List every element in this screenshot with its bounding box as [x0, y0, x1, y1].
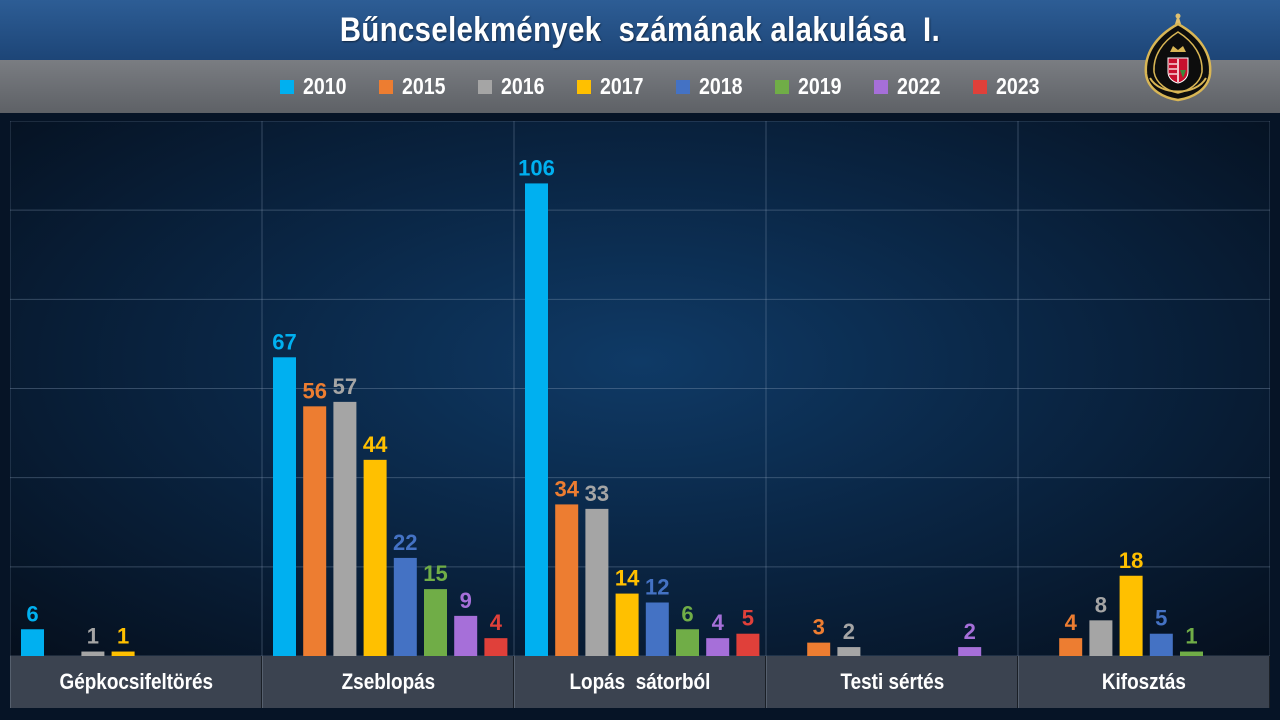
legend-bar: 2010 2015 2016 2017 2018 2019 2022 2023 — [0, 60, 1280, 113]
bar — [363, 459, 387, 656]
data-label: 1 — [1185, 624, 1197, 649]
bar — [706, 638, 730, 656]
data-label: 44 — [363, 432, 388, 457]
data-label: 5 — [742, 606, 754, 631]
legend-item-2019: 2019 — [775, 73, 854, 100]
data-label: 33 — [585, 481, 609, 506]
category-label: Lopás sátorból — [569, 669, 711, 694]
data-label: 9 — [460, 588, 472, 613]
legend-label-2019: 2019 — [798, 73, 842, 99]
legend-item-2022: 2022 — [874, 73, 953, 100]
legend-swatch-2010 — [280, 79, 294, 94]
data-label: 4 — [490, 610, 503, 635]
legend-label-2022: 2022 — [897, 73, 941, 99]
data-label: 5 — [1155, 606, 1167, 631]
data-label: 14 — [615, 566, 640, 591]
data-label: 2 — [964, 619, 976, 644]
bar — [676, 629, 699, 656]
bar — [484, 638, 508, 656]
data-label: 4 — [712, 610, 725, 635]
bar — [1149, 633, 1173, 656]
legend-swatch-2016 — [478, 79, 492, 94]
legend-swatch-2015 — [379, 79, 393, 94]
bar — [736, 633, 760, 656]
legend-swatch-2017 — [577, 79, 591, 94]
legend-item-2023: 2023 — [973, 73, 1052, 100]
legend-swatch-2019 — [775, 79, 789, 94]
category-label: Gépkocsifeltörés — [59, 669, 213, 694]
bar — [81, 651, 105, 656]
data-label: 1 — [117, 624, 129, 649]
data-label: 4 — [1065, 610, 1078, 635]
bar — [1089, 620, 1113, 656]
data-label: 56 — [302, 378, 326, 403]
data-label: 6 — [681, 601, 693, 626]
legend-label-2016: 2016 — [501, 73, 545, 99]
data-label: 67 — [272, 329, 296, 354]
legend-label-2023: 2023 — [996, 73, 1040, 99]
bar — [1059, 638, 1083, 656]
police-emblem-icon — [1144, 13, 1212, 102]
legend-item-2010: 2010 — [280, 73, 359, 100]
bar — [525, 183, 548, 656]
category-label: Zseblopás — [341, 669, 435, 694]
bar — [424, 589, 447, 656]
bar — [111, 651, 135, 656]
category-cell: Testi sértés — [766, 656, 1018, 708]
plot-area — [10, 121, 1270, 656]
chart-legend: 2010 2015 2016 2017 2018 2019 2022 2023 — [280, 60, 1072, 113]
data-label: 3 — [813, 615, 825, 640]
bar — [807, 642, 831, 656]
category-cell: Gépkocsifeltörés — [10, 656, 262, 708]
bar — [645, 602, 669, 656]
data-label: 1 — [87, 624, 99, 649]
bar — [333, 401, 357, 656]
data-label: 34 — [554, 476, 579, 501]
bar — [837, 647, 861, 656]
data-label: 12 — [645, 575, 669, 600]
legend-swatch-2023 — [973, 79, 987, 94]
legend-item-2018: 2018 — [676, 73, 755, 100]
data-label: 22 — [393, 530, 417, 555]
category-cell: Zseblopás — [262, 656, 514, 708]
data-label: 106 — [518, 155, 555, 180]
data-label: 18 — [1119, 548, 1143, 573]
bar — [393, 557, 417, 656]
legend-label-2015: 2015 — [402, 73, 446, 99]
data-label: 15 — [423, 561, 447, 586]
category-label: Kifosztás — [1101, 669, 1187, 694]
category-axis: Gépkocsifeltörés Zseblopás Lopás sátorból T… — [10, 656, 1270, 708]
bar — [615, 593, 639, 656]
legend-label-2017: 2017 — [600, 73, 644, 99]
bar — [454, 615, 478, 656]
bar — [303, 406, 327, 656]
title-bar: Bűncselekmények számának alakulása I. — [0, 0, 1280, 60]
bar — [1119, 575, 1143, 656]
bar — [958, 647, 982, 656]
data-label: 6 — [26, 601, 38, 626]
legend-label-2018: 2018 — [699, 73, 743, 99]
category-cell: Lopás sátorból — [514, 656, 766, 708]
legend-item-2015: 2015 — [379, 73, 458, 100]
bar — [21, 629, 44, 656]
bar — [273, 357, 296, 656]
legend-swatch-2018 — [676, 79, 690, 94]
data-label: 57 — [333, 374, 357, 399]
legend-item-2017: 2017 — [577, 73, 656, 100]
bar — [555, 504, 579, 656]
legend-item-2016: 2016 — [478, 73, 557, 100]
legend-label-2010: 2010 — [303, 73, 347, 99]
bar — [1180, 651, 1203, 656]
bar — [585, 508, 609, 656]
data-label: 2 — [843, 619, 855, 644]
data-label: 8 — [1095, 592, 1107, 617]
category-cell: Kifosztás — [1018, 656, 1270, 708]
category-label: Testi sértés — [840, 669, 944, 694]
chart-title: Bűncselekmények számának alakulása I. — [339, 10, 941, 49]
legend-swatch-2022 — [874, 79, 888, 94]
